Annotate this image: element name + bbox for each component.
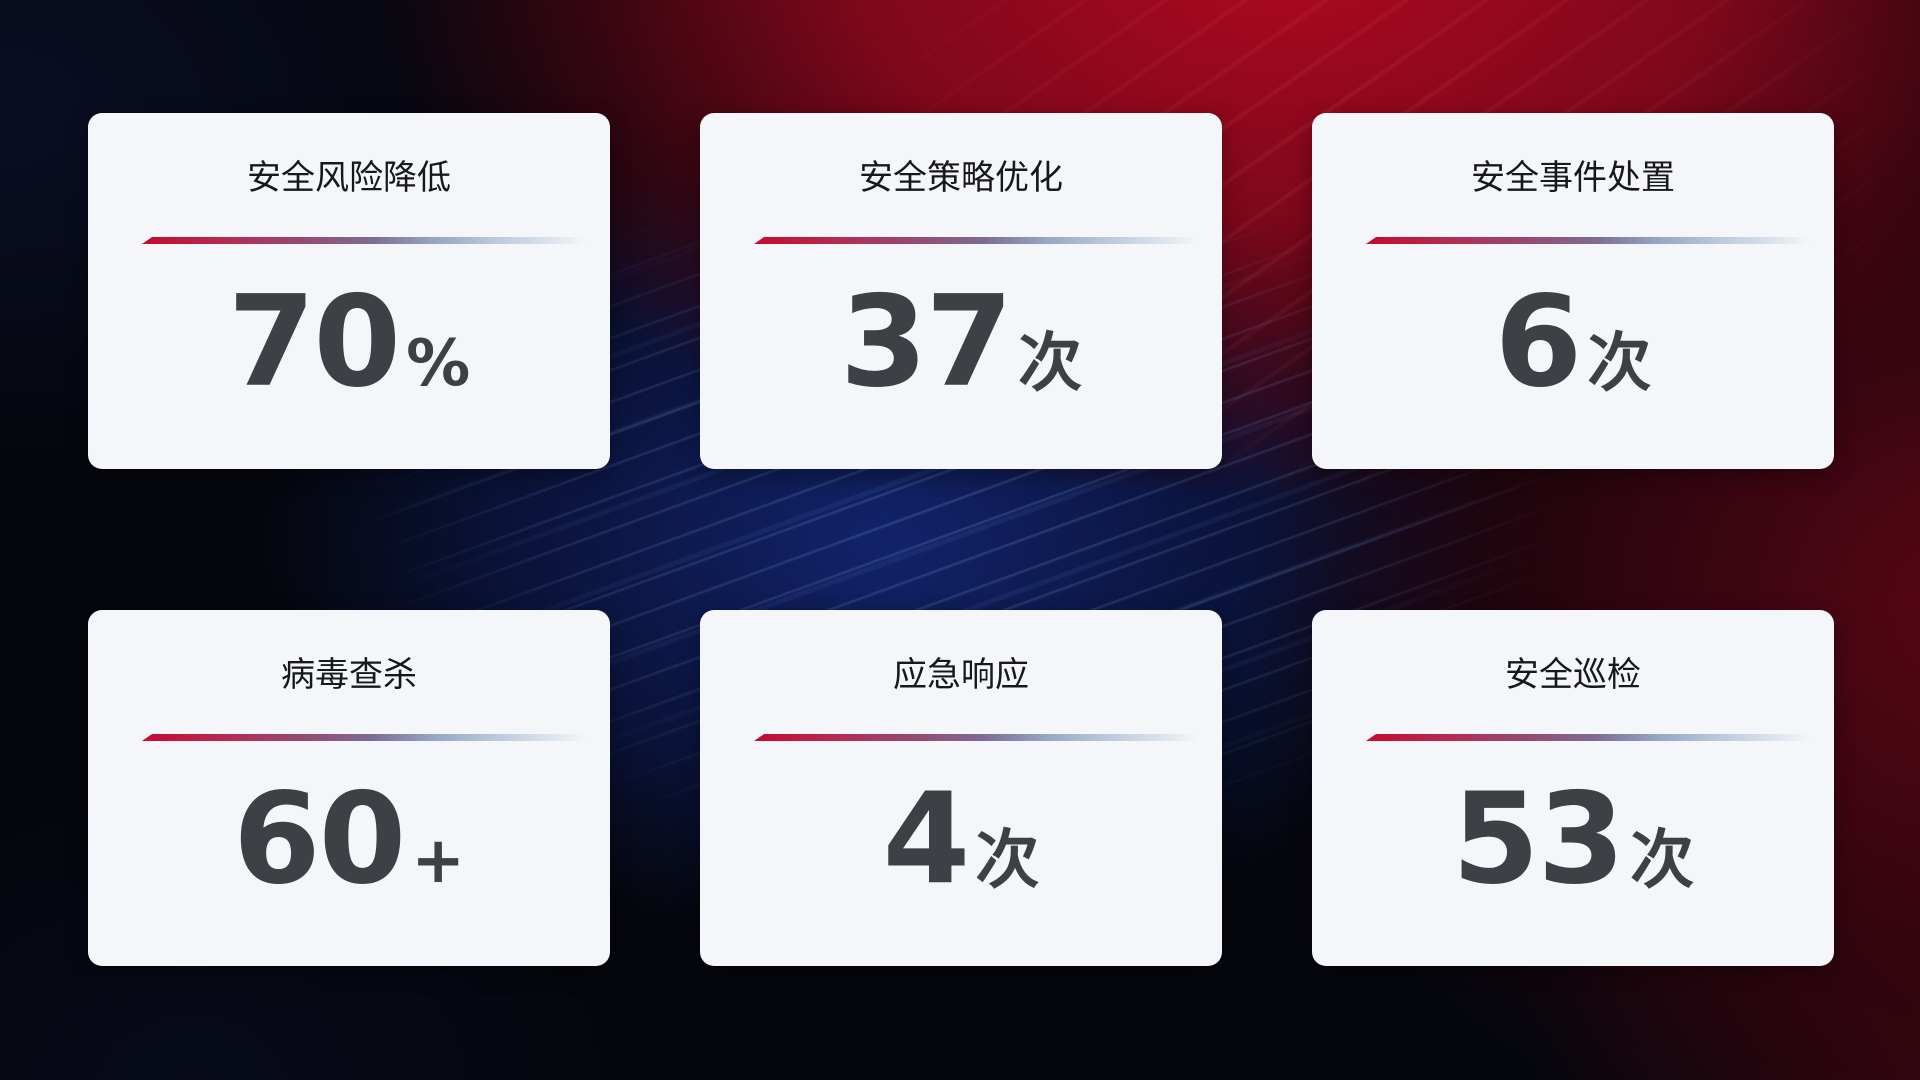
card-value: 70 %: [88, 279, 610, 405]
card-value-number: 6: [1494, 268, 1583, 415]
stat-card-incident-handling: 安全事件处置 6 次: [1312, 113, 1834, 469]
card-value-unit: +: [411, 824, 465, 898]
stat-card-virus-scan: 病毒查杀 60 +: [88, 610, 610, 966]
card-value-number: 53: [1451, 765, 1625, 912]
card-title: 病毒查杀: [281, 656, 417, 694]
card-value-unit: 次: [975, 824, 1040, 898]
stat-card-risk-reduction: 安全风险降低 70 %: [88, 113, 610, 469]
card-title: 安全风险降低: [247, 159, 451, 197]
card-value-unit: 次: [1018, 327, 1083, 401]
card-value: 60 +: [88, 776, 610, 902]
card-value-unit: 次: [1630, 824, 1695, 898]
card-value-number: 37: [839, 268, 1013, 415]
card-divider-gradient-bar: [754, 734, 1212, 741]
card-divider-gradient-bar: [754, 237, 1212, 244]
card-title: 安全事件处置: [1471, 159, 1675, 197]
card-title: 应急响应: [893, 656, 1029, 694]
card-value: 6 次: [1312, 279, 1834, 405]
card-value-number: 70: [227, 268, 401, 415]
card-value-unit: 次: [1587, 327, 1652, 401]
card-divider-gradient-bar: [142, 734, 600, 741]
card-value-number: 4: [882, 765, 971, 912]
card-divider-gradient-bar: [1366, 734, 1824, 741]
card-value: 53 次: [1312, 776, 1834, 902]
card-value-unit: %: [406, 327, 471, 401]
card-title: 安全巡检: [1505, 656, 1641, 694]
card-divider-gradient-bar: [142, 237, 600, 244]
stat-card-policy-optimization: 安全策略优化 37 次: [700, 113, 1222, 469]
stat-card-emergency-response: 应急响应 4 次: [700, 610, 1222, 966]
card-value: 4 次: [700, 776, 1222, 902]
card-title: 安全策略优化: [859, 159, 1063, 197]
card-divider-gradient-bar: [1366, 237, 1824, 244]
card-value-number: 60: [233, 765, 406, 912]
stats-grid: 安全风险降低 70 % 安全策略优化 37 次 安全事件处置 6 次 病毒查杀 …: [88, 113, 1834, 966]
stat-card-security-inspection: 安全巡检 53 次: [1312, 610, 1834, 966]
card-value: 37 次: [700, 279, 1222, 405]
